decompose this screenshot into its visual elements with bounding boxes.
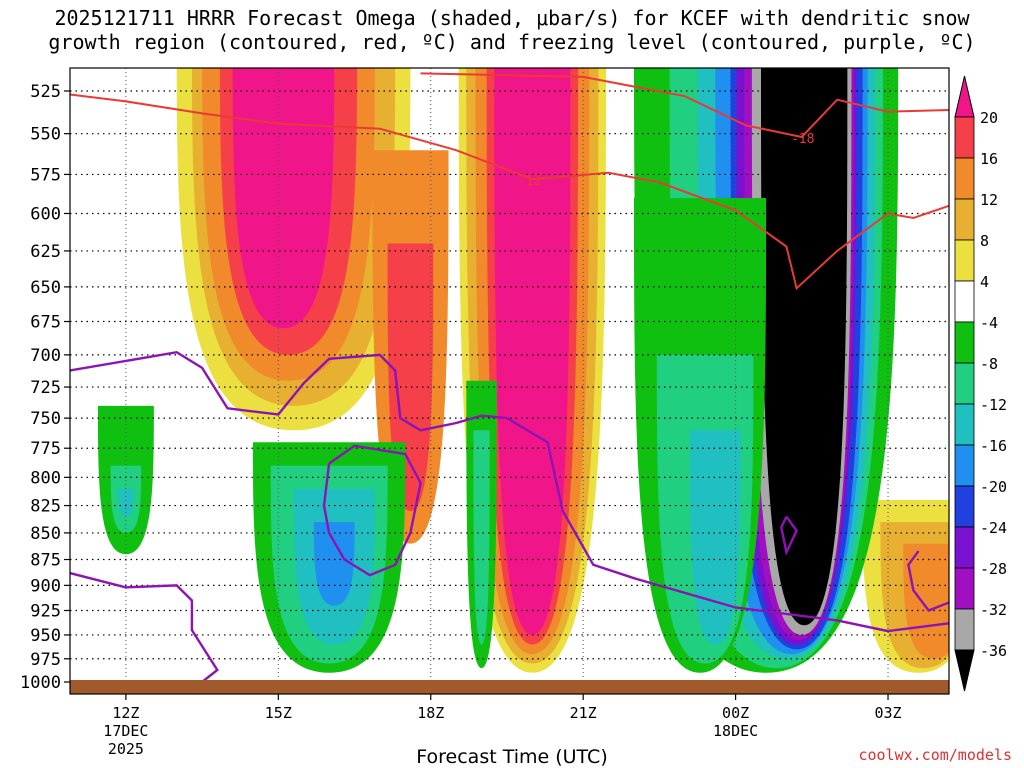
omega-region — [689, 430, 741, 645]
dotted-grid — [70, 68, 949, 694]
colorbar-bin — [954, 567, 975, 610]
colorbar-label: 12 — [980, 191, 998, 209]
y-tick-label: 900 — [30, 576, 61, 596]
omega-region — [232, 68, 335, 329]
y-tick-label: 575 — [30, 165, 61, 185]
colorbar-label: -24 — [980, 519, 1007, 537]
x-tick-date-label: 18DEC — [713, 722, 758, 740]
y-tick-label: 875 — [30, 551, 61, 571]
dendritic-contour-line — [420, 72, 949, 139]
y-tick-label: 825 — [30, 497, 61, 517]
colorbar-bin — [954, 403, 975, 446]
colorbar-bin — [954, 362, 975, 405]
colorbar-label: 16 — [980, 150, 998, 168]
freezing-level-contour-line — [322, 444, 422, 577]
omega-region — [494, 68, 571, 635]
source-credit: coolwx.com/models — [858, 746, 1012, 764]
y-tick-label: 975 — [30, 650, 61, 670]
freezing-level-contour-line — [70, 571, 219, 683]
chart-title: 2025121711 HRRR Forecast Omega (shaded, … — [0, 6, 1024, 54]
colorbar-label: 20 — [980, 109, 998, 127]
omega-shading — [97, 68, 949, 673]
y-tick-label: 525 — [30, 82, 61, 102]
colorbar-label: -4 — [980, 314, 998, 332]
x-tick-label: 12Z — [112, 704, 139, 722]
y-tick-label: 700 — [30, 346, 61, 366]
contour-label-minus-18: -18 — [791, 132, 814, 147]
y-tick-label: 950 — [30, 626, 61, 646]
y-tick-label: 600 — [30, 204, 61, 224]
x-tick-label: 00Z — [722, 704, 749, 722]
x-tick-label: 21Z — [570, 704, 597, 722]
y-tick-label: 550 — [30, 125, 61, 145]
freezing-level-contour-line — [780, 515, 798, 556]
x-tick-date-label: 17DEC — [103, 722, 148, 740]
omega-region — [473, 430, 490, 645]
colorbar-label: -36 — [980, 642, 1007, 660]
omega-region — [903, 543, 949, 659]
omega-region — [761, 68, 848, 626]
colorbar-bin — [954, 608, 975, 651]
title-line-1: 2025121711 HRRR Forecast Omega (shaded, … — [54, 6, 970, 30]
y-tick-label: 725 — [30, 378, 61, 398]
y-tick-label: 1000 — [20, 673, 61, 693]
omega-region — [313, 522, 355, 606]
freezing-level-contour-line — [70, 350, 949, 633]
colorbar-label: -32 — [980, 601, 1007, 619]
colorbar-bin — [954, 116, 975, 159]
omega-region — [118, 488, 134, 517]
title-line-2: growth region (contoured, red, ºC) and f… — [48, 30, 976, 54]
colorbar-label: -8 — [980, 355, 998, 373]
colorbar-bin — [954, 444, 975, 487]
colorbar-bin — [954, 239, 975, 282]
ground-surface — [70, 680, 949, 694]
x-axis-title: Forecast Time (UTC) — [416, 746, 608, 768]
y-tick-label: 800 — [30, 468, 61, 488]
colorbar-arrow-min — [954, 649, 975, 692]
colorbar-label: 8 — [980, 232, 989, 250]
colorbar-bin — [954, 198, 975, 241]
y-tick-label: 675 — [30, 313, 61, 333]
colorbar-arrow-max — [954, 75, 975, 118]
y-tick-label: 850 — [30, 524, 61, 544]
y-tick-label: 625 — [30, 242, 61, 262]
x-tick-date-label: 2025 — [108, 740, 144, 758]
colorbar-label: -16 — [980, 437, 1007, 455]
colorbar-bin — [954, 321, 975, 364]
colorbar-bin — [954, 280, 975, 323]
x-tick-label: 18Z — [417, 704, 444, 722]
contour-label-minus-12: -12 — [518, 174, 541, 189]
plot-frame — [69, 67, 950, 695]
colorbar-bin — [954, 157, 975, 200]
y-tick-label: 650 — [30, 278, 61, 298]
y-tick-label: 775 — [30, 439, 61, 459]
dendritic-contour-line — [70, 93, 949, 291]
omega-colorbar: 20 16 12 8 4 -4 -8 -12 -16 -20 -24 -28 -32 -36 — [954, 75, 1007, 692]
colorbar-label: -28 — [980, 560, 1007, 578]
y-tick-label: 750 — [30, 409, 61, 429]
colorbar-bin — [954, 526, 975, 569]
freezing-level-contour-line — [907, 550, 949, 612]
y-tick-label: 925 — [30, 601, 61, 621]
x-tick-label: 15Z — [265, 704, 292, 722]
colorbar-label: -12 — [980, 396, 1007, 414]
x-tick-label: 03Z — [874, 704, 901, 722]
pressure-axis: 525 550 575 600 625 650 675 700 725 750 775 800 825 8… — [20, 82, 70, 693]
temperature-contours: -12 -18 — [70, 72, 949, 683]
colorbar-bin — [954, 485, 975, 528]
colorbar-label: -20 — [980, 478, 1007, 496]
colorbar-label: 4 — [980, 273, 989, 291]
